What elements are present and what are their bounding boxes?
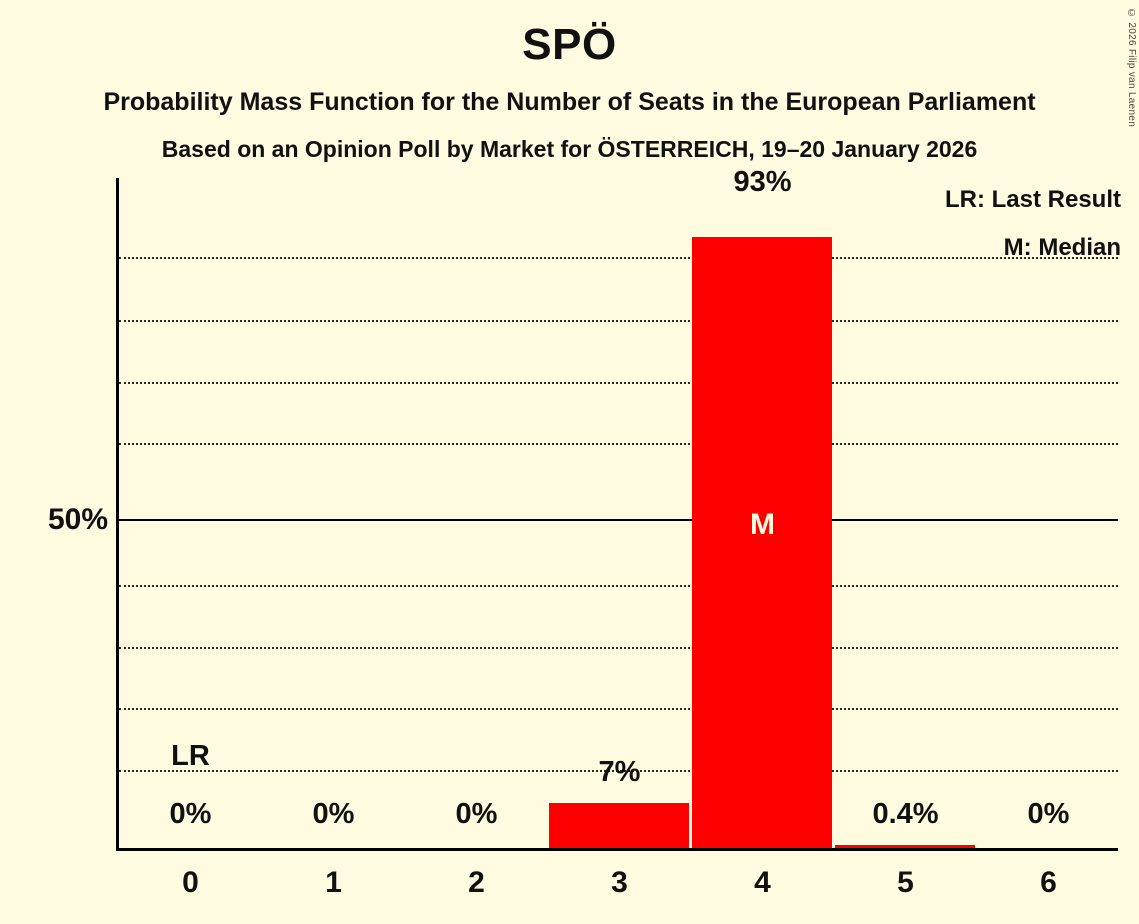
x-axis-tick-0: 0 [182,866,199,899]
y-axis-line [116,178,119,851]
x-axis-tick-5: 5 [897,866,914,899]
copyright-notice: © 2026 Filip van Laenen [1126,8,1137,128]
x-axis-tick-3: 3 [611,866,628,899]
x-axis-tick-2: 2 [468,866,485,899]
x-axis-tick-6: 6 [1040,866,1057,899]
bar-value-2: 0% [455,798,498,830]
gridline-70 [119,382,1118,384]
bar-slot-2[interactable]: 0% [405,178,548,848]
plot-area: LR 0% 0% 0% 7% M 93% 0.4% [116,166,1120,851]
legend-last-result: LR: Last Result [944,186,1121,213]
bar-value-3: 7% [598,756,641,788]
page-title: SPÖ [522,20,617,69]
bar-value-0: 0% [169,798,212,830]
gridline-30 [119,647,1118,649]
gridline-80 [119,320,1118,322]
bar-value-1: 0% [312,798,355,830]
x-axis-line [116,848,1118,851]
chart-source-line: Based on an Opinion Poll by Market for Ö… [161,136,978,162]
x-axis-tick-4: 4 [754,866,771,899]
bar-slot-0[interactable]: LR 0% [119,178,262,848]
gridline-90 [119,257,1118,259]
bar-slot-6[interactable]: 0% [977,178,1120,848]
bar-slot-3[interactable]: 7% [548,178,691,848]
gridline-60 [119,443,1118,445]
bar-4[interactable] [692,237,832,848]
bar-slot-5[interactable]: 0.4% [834,178,977,848]
bar-slot-4[interactable]: M 93% [691,166,834,848]
bar-3[interactable] [549,803,689,848]
bar-value-5: 0.4% [872,798,939,830]
bar-slot-1[interactable]: 0% [262,178,405,848]
bar-5[interactable] [835,845,975,848]
bar-value-6: 0% [1027,798,1070,830]
chart-subtitle: Probability Mass Function for the Number… [103,88,1036,116]
x-axis-tick-1: 1 [325,866,342,899]
last-result-marker: LR [171,740,210,772]
median-marker: M [750,508,775,541]
gridline-50-major [116,519,1118,521]
y-axis-tick-50: 50% [47,503,108,536]
bar-value-4: 93% [733,166,792,198]
gridline-10 [119,770,1118,772]
gridline-20 [119,708,1118,710]
legend-median: M: Median [1003,234,1121,261]
gridline-40 [119,585,1118,587]
